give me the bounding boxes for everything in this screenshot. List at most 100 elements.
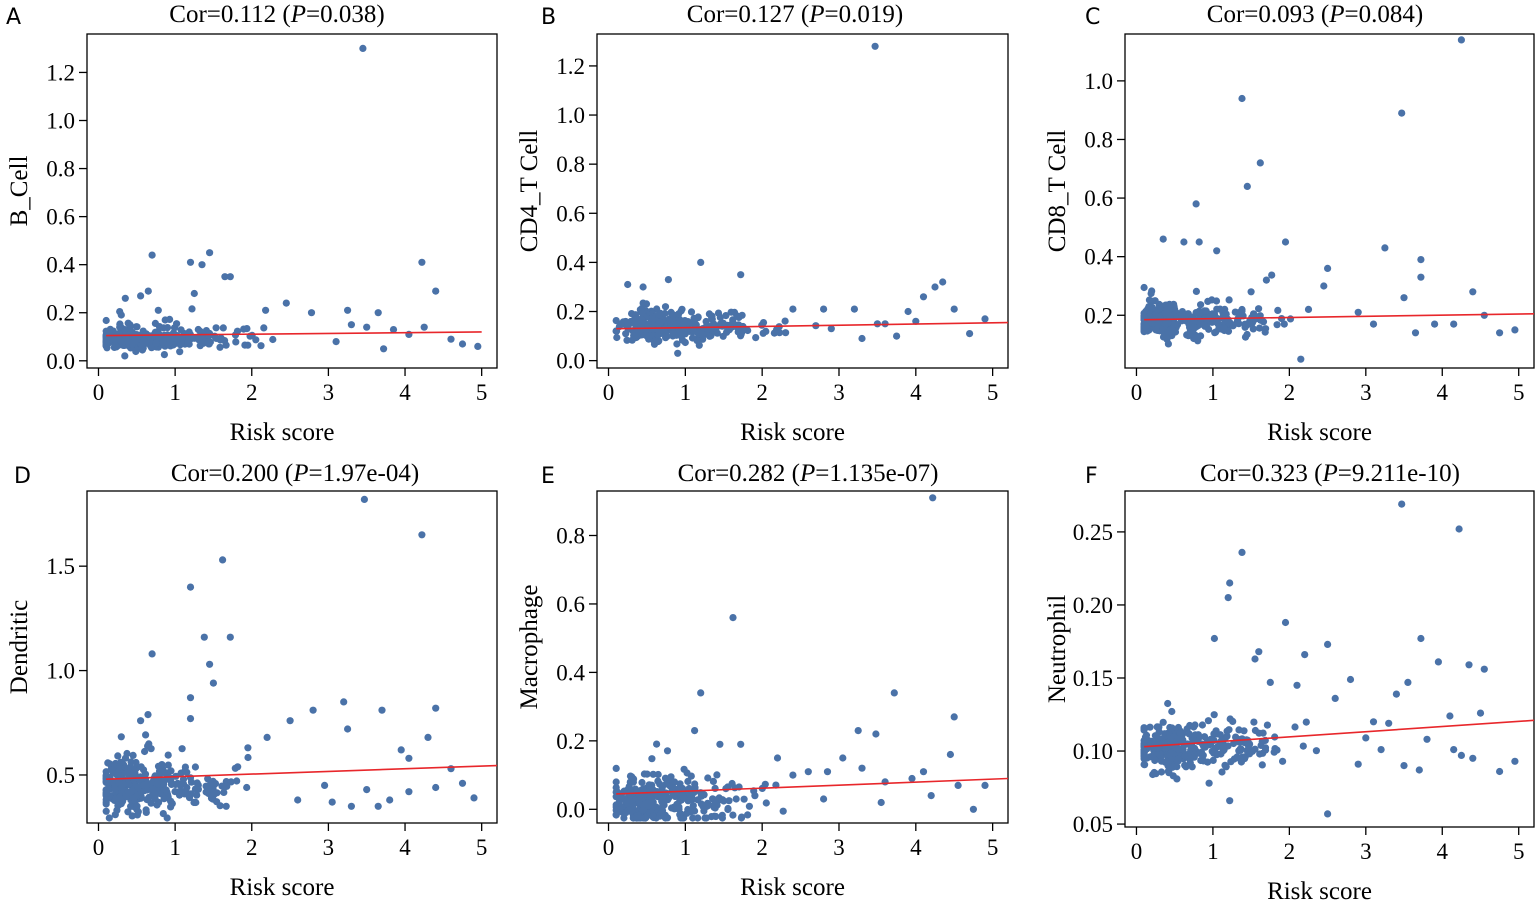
data-point (175, 788, 183, 796)
data-point (1423, 735, 1431, 743)
x-tick-label: 1 (1207, 839, 1219, 864)
data-point (1205, 779, 1213, 787)
data-point (1145, 296, 1153, 304)
data-point (144, 287, 152, 295)
data-point (946, 750, 955, 759)
data-point (1324, 264, 1332, 272)
x-axis-title: Risk score (1267, 419, 1372, 446)
data-point (1268, 271, 1276, 279)
data-point (1238, 94, 1246, 103)
data-point (1192, 309, 1200, 317)
data-point (654, 331, 662, 339)
data-point (111, 785, 119, 793)
data-point (1165, 305, 1173, 314)
regression-line (1144, 719, 1535, 748)
data-point (702, 317, 710, 326)
data-point (147, 338, 155, 346)
data-point (1210, 749, 1218, 757)
data-point (698, 330, 706, 338)
data-point (737, 271, 745, 279)
data-point (1465, 661, 1473, 669)
data-point (178, 745, 186, 753)
data-point (1192, 200, 1200, 208)
data-point (1354, 308, 1362, 316)
plot-frame (1124, 33, 1535, 369)
data-point (745, 802, 754, 810)
data-point (1210, 711, 1218, 719)
data-point (231, 764, 239, 772)
y-tick-label: 0.20 (1073, 593, 1113, 618)
data-point (1324, 810, 1332, 818)
data-point (1200, 733, 1209, 741)
data-points (1140, 36, 1519, 363)
data-point (713, 329, 721, 337)
y-tick-label: 0.6 (556, 592, 585, 617)
x-tick-label: 4 (1437, 839, 1449, 864)
data-point (1457, 751, 1465, 760)
data-point (703, 802, 711, 811)
data-point (221, 273, 229, 281)
data-point (1369, 320, 1378, 328)
data-point (1221, 761, 1229, 769)
data-point (196, 327, 204, 335)
data-point (102, 768, 110, 776)
y-tick-label: 1.2 (556, 54, 585, 79)
data-point (744, 326, 752, 335)
y-tick-label: 0.6 (556, 201, 585, 226)
data-point (653, 740, 661, 748)
data-point (1180, 238, 1188, 246)
data-point (1392, 690, 1400, 698)
data-point (1183, 725, 1191, 733)
data-point (1346, 675, 1355, 684)
panel-f: F Cor=0.323 (P=9.211e-10) 0 1 2 3 4 5 0.05 0.10 0.… (1044, 460, 1535, 902)
data-point (232, 338, 240, 346)
y-tick-label: 0.8 (46, 157, 75, 182)
panel-title: Cor=0.323 (P=9.211e-10) (1200, 460, 1460, 487)
data-point (162, 770, 170, 778)
data-point (1140, 743, 1148, 751)
data-point (1299, 742, 1307, 750)
data-point (144, 711, 152, 719)
data-point (654, 777, 662, 785)
data-point (644, 321, 652, 330)
data-point (262, 306, 270, 314)
data-point (162, 786, 170, 794)
data-point (166, 315, 174, 323)
y-tick-label: 0.6 (1084, 186, 1113, 211)
data-point (359, 44, 367, 53)
data-point (142, 806, 150, 814)
data-point (663, 747, 672, 755)
data-point (447, 335, 455, 343)
data-point (1159, 718, 1167, 726)
data-point (458, 340, 467, 348)
data-point (137, 292, 145, 300)
x-tick-label: 3 (833, 835, 845, 860)
data-point (105, 760, 114, 768)
data-point (1140, 760, 1148, 769)
data-point (160, 351, 168, 359)
data-point (872, 730, 880, 738)
data-point (620, 814, 628, 822)
data-point (673, 340, 681, 348)
data-point (117, 733, 125, 741)
data-point (1210, 634, 1218, 643)
title-prefix: Cor=0.127 ( (687, 1, 809, 28)
data-point (632, 311, 640, 319)
data-point (1140, 283, 1148, 292)
panel-title: Cor=0.093 (P=0.084) (1207, 1, 1423, 28)
data-point (1204, 297, 1212, 305)
data-point (233, 777, 241, 785)
data-point (160, 795, 168, 803)
data-point (154, 306, 162, 314)
data-point (1496, 767, 1504, 776)
data-point (108, 766, 116, 774)
data-point (912, 317, 920, 325)
data-point (1225, 726, 1233, 734)
data-point (663, 332, 671, 340)
x-tick-label: 2 (756, 380, 768, 405)
data-point (344, 306, 352, 314)
title-suffix: =0.019) (825, 1, 904, 28)
data-point (1204, 717, 1212, 725)
data-point (1243, 739, 1252, 747)
data-point (432, 287, 440, 295)
